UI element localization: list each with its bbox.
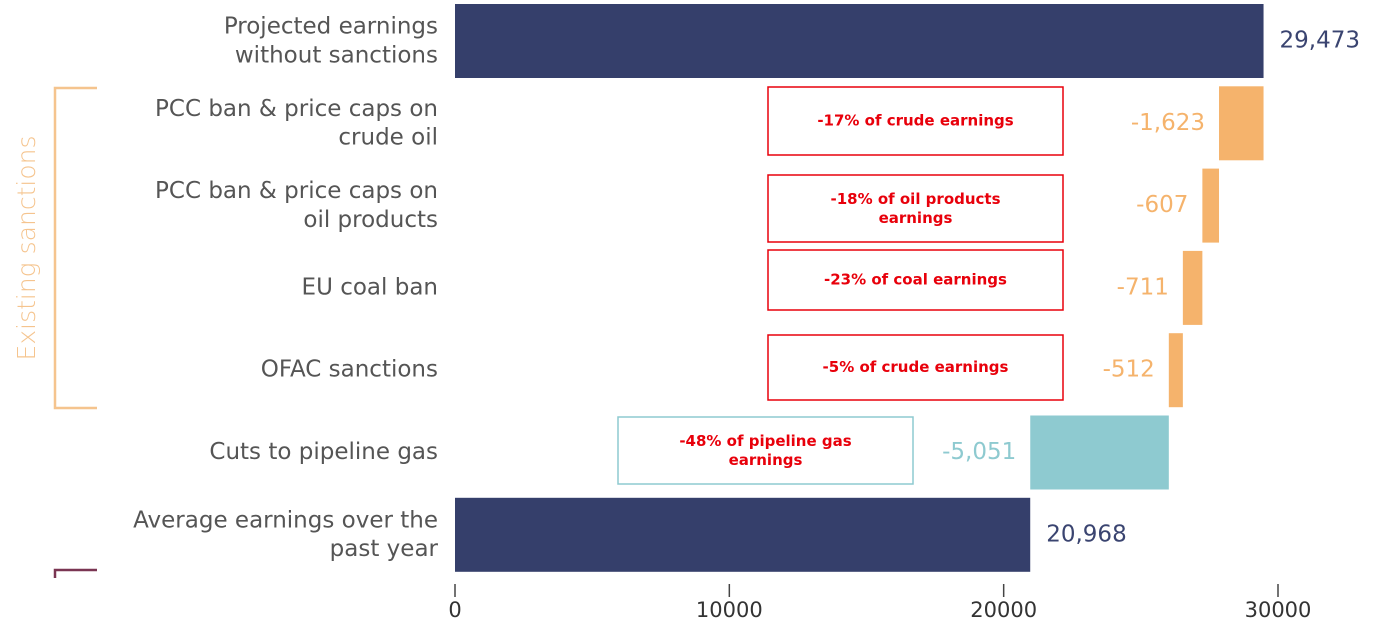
bar — [1182, 250, 1203, 325]
value-label: -1,623 — [1131, 110, 1205, 136]
category-label: Projected earnings without sanctions — [224, 13, 438, 68]
bar — [1219, 86, 1264, 161]
bar — [455, 4, 1264, 78]
x-tick-label: 30000 — [1245, 598, 1312, 620]
annotation-box — [767, 174, 1064, 243]
category-label: Cuts to pipeline gas — [209, 439, 438, 465]
annotation-text: -5% of crude earnings — [823, 358, 1009, 376]
category-label: Average earnings over the past year — [133, 507, 438, 562]
category-label: PCC ban & price caps on crude oil — [155, 95, 438, 150]
annotation-box — [767, 86, 1064, 156]
x-tick-label: 0 — [448, 598, 461, 620]
annotation-text: -17% of crude earnings — [817, 112, 1013, 130]
group-label: Existing sanctions — [12, 136, 41, 361]
x-tick-label: 10000 — [696, 598, 763, 620]
value-label: -711 — [1117, 274, 1169, 300]
annotation-text: -18% of oil products earnings — [830, 190, 1000, 227]
bar — [1202, 168, 1220, 243]
annotation-box — [767, 334, 1064, 401]
bar — [455, 497, 1031, 572]
value-label: -607 — [1136, 192, 1188, 218]
bracket-fragment — [53, 568, 97, 578]
value-label: -512 — [1103, 357, 1155, 383]
annotation-box — [617, 416, 914, 485]
group-bracket — [53, 86, 97, 410]
annotation-box — [767, 249, 1064, 311]
bar — [1168, 333, 1183, 408]
bar — [1030, 415, 1169, 490]
value-label: 20,968 — [1046, 521, 1126, 547]
annotation-text: -48% of pipeline gas earnings — [679, 432, 851, 469]
category-label: OFAC sanctions — [261, 357, 438, 383]
x-tick-label: 20000 — [970, 598, 1037, 620]
value-label: 29,473 — [1280, 28, 1360, 54]
annotation-text: -23% of coal earnings — [824, 271, 1007, 289]
category-label: PCC ban & price caps on oil products — [155, 178, 438, 233]
category-label: EU coal ban — [302, 274, 438, 300]
value-label: -5,051 — [942, 439, 1016, 465]
